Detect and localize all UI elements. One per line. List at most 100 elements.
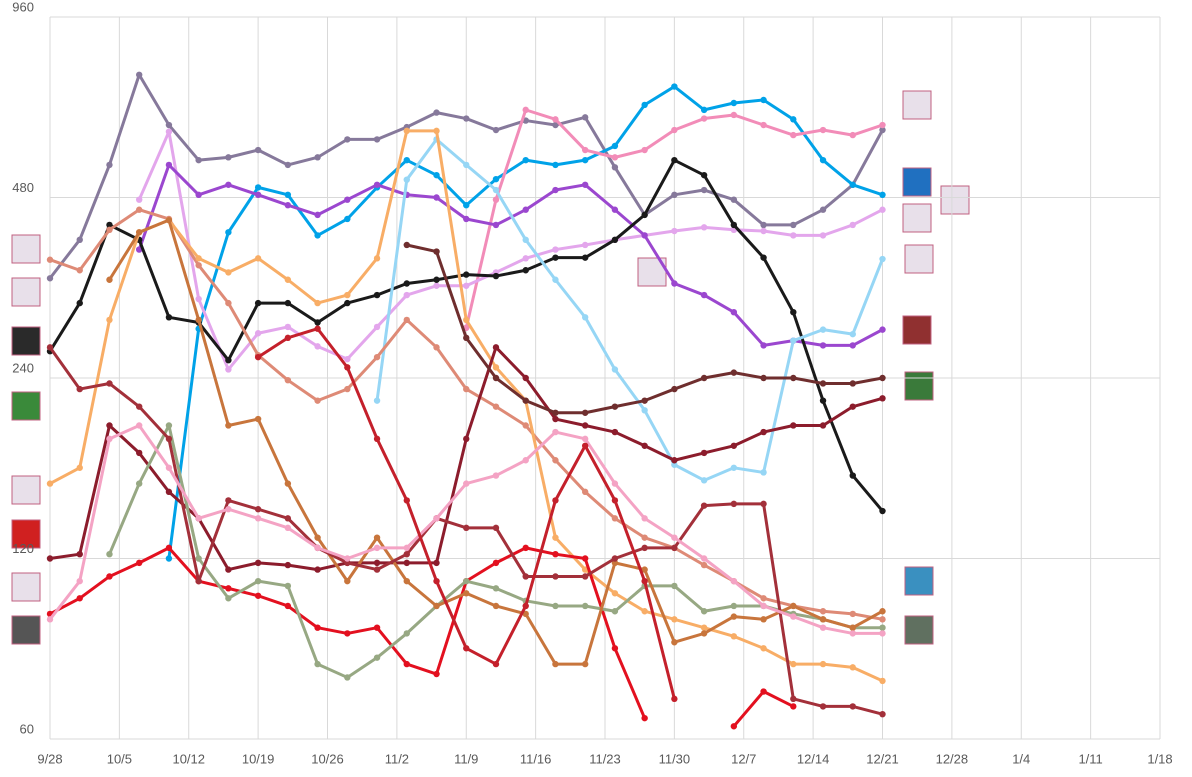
data-point: [254, 184, 262, 191]
data-point: [492, 559, 500, 567]
data-point: [195, 295, 202, 303]
data-point: [700, 561, 708, 569]
data-point: [373, 181, 381, 188]
data-point: [463, 271, 470, 278]
data-point: [225, 356, 232, 364]
x-tick-label: 1/11: [1078, 751, 1102, 766]
data-point: [225, 229, 232, 236]
data-point: [165, 314, 173, 321]
data-point: [195, 577, 202, 585]
data-point: [522, 156, 529, 164]
data-point: [403, 156, 410, 164]
data-point: [790, 374, 797, 382]
data-point: [344, 215, 351, 223]
data-point: [671, 126, 678, 134]
data-point: [819, 232, 827, 239]
data-point: [284, 376, 292, 384]
data-point: [492, 602, 500, 610]
data-point: [135, 480, 143, 487]
data-point: [760, 616, 767, 623]
data-point: [700, 449, 708, 457]
data-point: [849, 664, 856, 671]
data-point: [135, 196, 143, 203]
data-point: [403, 176, 410, 183]
data-point: [344, 364, 351, 371]
data-point: [730, 577, 738, 585]
data-point: [463, 215, 470, 223]
data-point: [552, 534, 559, 541]
data-point: [730, 221, 738, 229]
y-tick-label: 960: [12, 0, 34, 14]
data-point: [671, 695, 678, 703]
data-point: [671, 582, 678, 590]
data-point: [106, 550, 113, 558]
data-point: [165, 121, 173, 129]
data-point: [730, 633, 738, 640]
data-point: [671, 156, 678, 164]
data-point: [106, 221, 113, 229]
data-point: [344, 299, 351, 307]
data-point: [76, 595, 83, 602]
data-point: [344, 196, 351, 203]
data-point: [760, 96, 767, 104]
avatar: [902, 90, 932, 120]
data-point: [135, 206, 143, 213]
data-point: [106, 435, 113, 443]
data-point: [165, 544, 173, 552]
data-point: [314, 534, 321, 541]
data-point: [254, 146, 262, 154]
data-point: [641, 211, 648, 219]
data-point: [849, 330, 856, 338]
data-point: [760, 602, 767, 610]
data-point: [492, 403, 500, 410]
data-point: [254, 255, 262, 262]
data-point: [344, 136, 351, 143]
data-point: [373, 291, 381, 299]
data-point: [46, 344, 54, 351]
data-point: [433, 194, 440, 201]
data-point: [284, 561, 292, 569]
data-point: [790, 308, 797, 316]
data-point: [403, 280, 410, 287]
data-point: [433, 282, 440, 289]
avatar: [11, 326, 41, 356]
avatar: [11, 234, 41, 264]
data-point: [611, 480, 619, 487]
data-point: [492, 175, 500, 183]
data-point: [284, 276, 292, 283]
data-point: [76, 550, 83, 558]
data-point: [790, 337, 797, 344]
data-point: [254, 577, 262, 585]
data-point: [581, 254, 589, 261]
data-point: [641, 534, 648, 541]
data-point: [671, 639, 678, 646]
data-point: [730, 308, 738, 316]
data-point: [552, 415, 559, 423]
data-point: [254, 506, 262, 513]
data-point: [760, 595, 767, 602]
data-point: [700, 224, 708, 231]
data-point: [433, 276, 440, 283]
data-point: [819, 156, 827, 164]
data-point: [790, 131, 797, 139]
data-point: [879, 507, 886, 515]
data-point: [849, 181, 856, 188]
data-point: [581, 314, 589, 321]
data-point: [581, 435, 589, 443]
data-point: [819, 624, 827, 631]
data-point: [819, 422, 827, 429]
data-point: [403, 127, 410, 135]
data-point: [760, 221, 767, 229]
data-point: [760, 254, 767, 261]
data-point: [700, 477, 708, 484]
data-point: [106, 573, 113, 580]
data-point: [492, 186, 500, 194]
data-point: [879, 191, 886, 199]
data-point: [671, 227, 678, 235]
data-point: [492, 524, 500, 532]
data-point: [344, 577, 351, 585]
avatar: [11, 519, 41, 549]
data-point: [700, 630, 708, 637]
